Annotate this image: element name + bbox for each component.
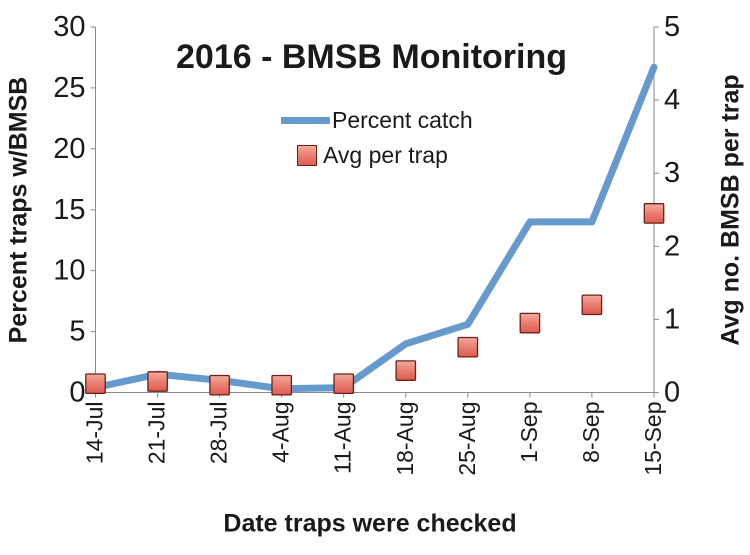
svg-text:15: 15 [53,194,85,226]
svg-text:21-Jul: 21-Jul [144,402,170,465]
svg-text:5: 5 [69,316,85,348]
svg-text:1-Sep: 1-Sep [516,402,542,463]
svg-text:3: 3 [664,157,680,189]
svg-text:25-Aug: 25-Aug [454,402,480,476]
svg-text:0: 0 [664,377,680,409]
svg-text:8-Sep: 8-Sep [578,402,604,463]
svg-text:25: 25 [53,72,85,104]
svg-text:14-Jul: 14-Jul [82,402,108,465]
svg-text:20: 20 [53,133,85,165]
svg-text:2: 2 [664,230,680,262]
svg-text:28-Jul: 28-Jul [206,402,232,465]
svg-text:15-Sep: 15-Sep [640,402,666,476]
svg-text:11-Aug: 11-Aug [330,402,356,474]
svg-text:4: 4 [664,84,680,116]
svg-text:18-Aug: 18-Aug [392,402,418,476]
svg-text:30: 30 [53,11,85,43]
svg-text:5: 5 [664,11,680,43]
svg-text:10: 10 [53,255,85,287]
svg-text:1: 1 [664,303,680,335]
svg-text:4-Aug: 4-Aug [268,402,294,463]
